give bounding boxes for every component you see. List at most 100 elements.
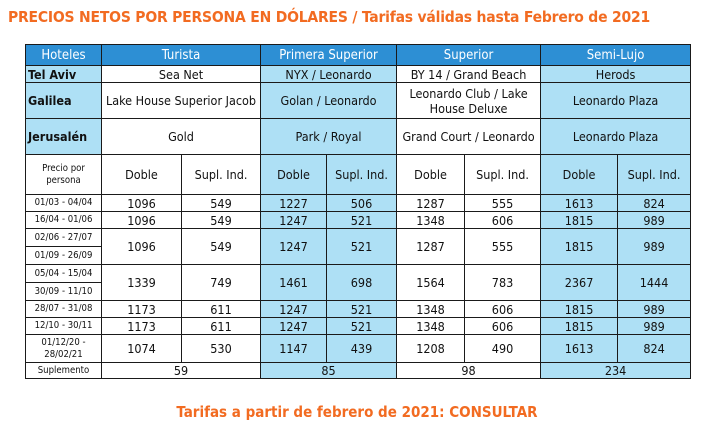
period-dates: 02/06 - 27/07 01/09 - 26/09 [25,228,102,265]
price-cell: 749 [180,264,262,301]
table-row: 12/10 - 30/11 1173 611 1247 521 1348 606… [25,317,692,335]
hoteles-header: Hoteles [25,44,102,66]
price-cell: 1287 [396,228,466,265]
supl-header: Supl. Ind. [464,154,542,195]
category-turista: Turista [100,44,262,66]
period-dates: 16/04 - 01/06 [25,211,102,229]
price-cell: 521 [326,300,398,318]
city-label: Galilea [25,82,102,119]
category-superior: Superior [396,44,542,66]
period-dates: 05/04 - 15/04 30/09 - 11/10 [25,264,102,301]
precio-por-persona-label: Precio por persona [25,154,102,195]
price-cell: 1247 [260,211,328,229]
price-cell: 555 [464,194,542,212]
price-cell: 521 [326,228,398,265]
table-row: 28/07 - 31/08 1173 611 1247 521 1348 606… [25,300,692,318]
table-row: 01/12/20 - 28/02/21 1074 530 1147 439 12… [25,334,692,363]
hotel-cell: Leonardo Plaza [540,118,692,155]
period-dates: 12/10 - 30/11 [25,317,102,335]
price-cell: 1613 [540,334,619,363]
price-cell: 1247 [260,300,328,318]
price-cell: 783 [464,264,542,301]
price-cell: 611 [180,317,262,335]
price-cell: 490 [464,334,542,363]
price-cell: 824 [617,194,692,212]
hotel-cell: NYX / Leonardo [260,65,398,83]
hotel-cell: Golan / Leonardo [260,82,398,119]
category-primera-superior: Primera Superior [260,44,398,66]
price-table: Hoteles Turista Primera Superior Superio… [25,44,692,379]
price-cell: 530 [180,334,262,363]
period-date: 05/04 - 15/04 [26,266,101,283]
price-cell: 606 [464,317,542,335]
hotel-cell: Grand Court / Leonardo [396,118,542,155]
price-cell: 521 [326,317,398,335]
price-cell: 1348 [396,300,466,318]
price-cell: 1173 [101,317,182,335]
city-row-galilea: Galilea Lake House Superior Jacob Golan … [25,82,692,119]
price-cell: 1613 [540,194,619,212]
suplemento-value: 85 [260,362,398,379]
doble-header: Doble [260,154,328,195]
footer-note: Tarifas a partir de febrero de 2021: CON… [176,403,538,421]
price-cell: 1815 [540,228,619,265]
price-cell: 1815 [540,300,619,318]
doble-header: Doble [101,154,182,195]
suplemento-label: Suplemento [25,362,102,379]
price-header-row: Precio por persona Doble Supl. Ind. Dobl… [25,154,692,195]
price-cell: 506 [326,194,398,212]
page-title: PRECIOS NETOS POR PERSONA EN DÓLARES / T… [8,8,650,26]
price-cell: 1096 [101,211,182,229]
price-cell: 1096 [101,228,182,265]
period-date: 01/03 - 04/04 [34,197,93,208]
price-cell: 2367 [540,264,619,301]
supl-header: Supl. Ind. [617,154,692,195]
price-cell: 606 [464,300,542,318]
price-cell: 1815 [540,211,619,229]
price-cell: 521 [326,211,398,229]
price-cell: 1461 [260,264,328,301]
price-cell: 439 [326,334,398,363]
period-date: 12/10 - 30/11 [34,320,93,331]
price-cell: 1348 [396,211,466,229]
hotel-cell: Park / Royal [260,118,398,155]
hotel-cell: Leonardo Plaza [540,82,692,119]
price-cell: 1815 [540,317,619,335]
city-label: Tel Aviv [25,65,102,83]
price-cell: 1096 [101,194,182,212]
suplemento-value: 98 [396,362,542,379]
period-dates: 01/03 - 04/04 [25,194,102,212]
price-cell: 989 [617,300,692,318]
hotel-cell: Sea Net [100,65,262,83]
suplemento-value: 234 [540,362,692,379]
price-cell: 989 [617,317,692,335]
price-cell: 1247 [260,317,328,335]
price-cell: 989 [617,211,692,229]
suplemento-value: 59 [100,362,262,379]
hotel-cell: Gold [100,118,262,155]
price-cell: 555 [464,228,542,265]
price-cell: 549 [180,228,262,265]
price-cell: 1227 [260,194,328,212]
city-row-jerusalen: Jerusalén Gold Park / Royal Grand Court … [25,118,692,155]
price-cell: 1147 [260,334,328,363]
period-date: 16/04 - 01/06 [34,214,93,225]
city-row-tel-aviv: Tel Aviv Sea Net NYX / Leonardo BY 14 / … [25,65,692,83]
category-semi-lujo: Semi-Lujo [540,44,692,66]
table-row: 05/04 - 15/04 30/09 - 11/10 1339 749 146… [25,264,692,301]
price-cell: 824 [617,334,692,363]
city-label: Jerusalén [25,118,102,155]
price-cell: 1564 [396,264,466,301]
doble-header: Doble [540,154,619,195]
period-date: 28/02/21 [44,348,83,360]
suplemento-row: Suplemento 59 85 98 234 [25,362,692,379]
price-cell: 549 [180,211,262,229]
table-row: 02/06 - 27/07 01/09 - 26/09 1096 549 124… [25,228,692,265]
price-cell: 1247 [260,228,328,265]
hotel-cell: BY 14 / Grand Beach [396,65,542,83]
period-dates: 28/07 - 31/08 [25,300,102,318]
hotel-cell: Herods [540,65,692,83]
table-row: 16/04 - 01/06 1096 549 1247 521 1348 606… [25,211,692,229]
table-row: 01/03 - 04/04 1096 549 1227 506 1287 555… [25,194,692,212]
price-cell: 1074 [101,334,182,363]
